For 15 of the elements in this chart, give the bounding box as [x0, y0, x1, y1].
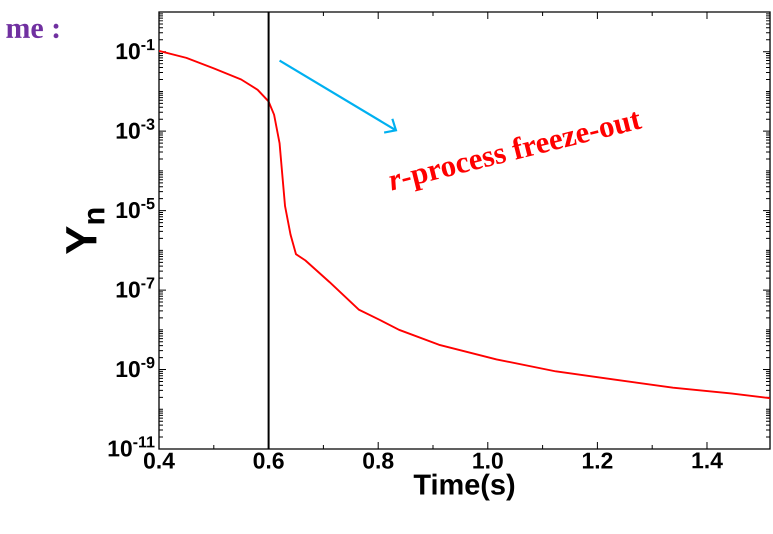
x-tick-label: 1.0	[473, 452, 503, 469]
y-tick-label: 10$^{-9}$	[116, 356, 154, 378]
y-tick-label: 10$^{-7}$	[116, 277, 154, 298]
annotation: r-process freeze-out	[389, 112, 642, 192]
text: me :	[6, 24, 58, 38]
y-tick-label: 10$^{-5}$	[116, 198, 155, 218]
x-tick-label: 1.4	[692, 452, 723, 468]
x-axis-title: Time(s)	[414, 474, 514, 501]
y-axis-title: Y$_{n}$	[66, 208, 104, 254]
line-series	[159, 50, 770, 400]
x-tick-label: 1.2	[582, 452, 612, 469]
y-tick-label: 10$^{-3}$	[116, 118, 154, 139]
x-tick-label: 0.8	[363, 452, 394, 469]
y-tick-label: 10$^{-1}$	[116, 39, 155, 60]
x-tick-label: 0.6	[254, 452, 284, 469]
